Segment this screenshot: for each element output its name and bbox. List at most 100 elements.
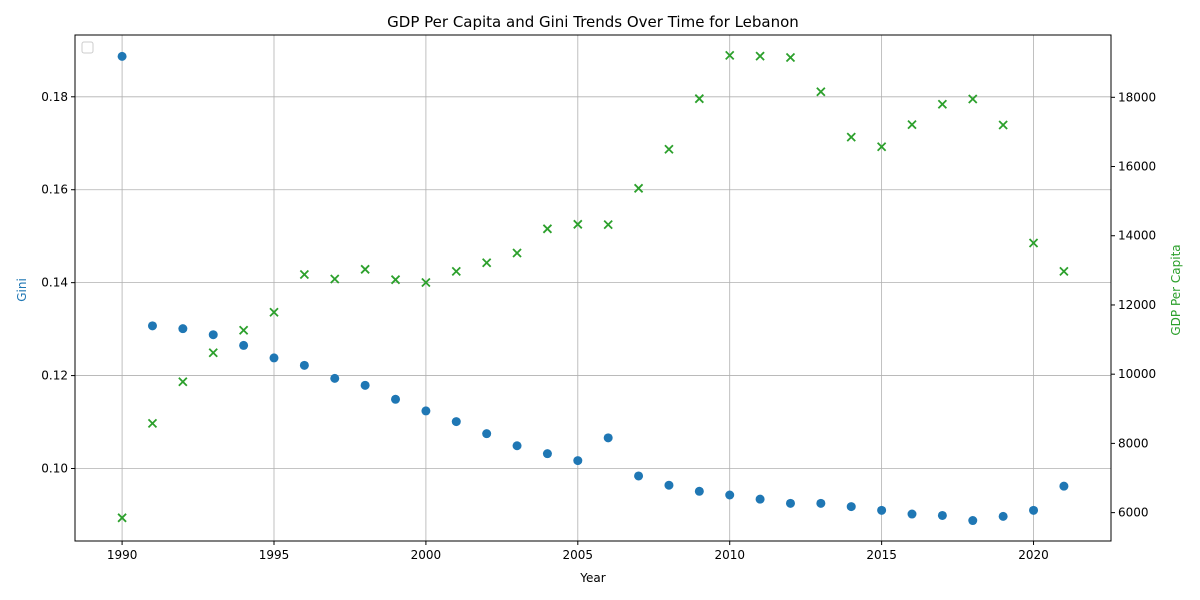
y-right-tick-label: 12000 — [1118, 298, 1156, 312]
gini-point — [269, 353, 279, 363]
y-left-tick-label: 0.14 — [41, 276, 68, 290]
gdp-per-capita-point — [390, 275, 401, 285]
gini-point — [816, 498, 826, 508]
gini-point — [542, 449, 552, 459]
gini-point — [208, 330, 218, 340]
gini-point — [178, 324, 188, 334]
x-tick-label: 2020 — [1018, 548, 1049, 562]
y-right-tick-label: 16000 — [1118, 160, 1156, 174]
gdp-per-capita-point — [542, 224, 553, 234]
gdp-per-capita-point — [1028, 238, 1039, 248]
ticks: 1990 1995 2000 2005 2010 2015 2020 0.10 0.12 0.14… — [41, 90, 1156, 562]
gdp-per-capita-point — [998, 120, 1008, 130]
gdp-per-capita-point — [785, 52, 796, 63]
x-axis-label: Year — [579, 571, 605, 585]
gini-point — [877, 505, 887, 515]
gdp-per-capita-point — [968, 94, 978, 104]
gdp-point-stroke — [1028, 238, 1039, 248]
gdp-per-capita-point — [664, 144, 674, 154]
gdp-per-capita-point — [846, 132, 856, 142]
gdp-per-capita-point — [451, 266, 461, 277]
gini-point — [634, 471, 644, 481]
gdp-point-stroke — [603, 220, 613, 230]
legend — [81, 41, 94, 54]
gdp-point-stroke — [360, 264, 370, 274]
chart-title: GDP Per Capita and Gini Trends Over Time… — [387, 13, 799, 31]
gdp-per-capita-point — [755, 51, 765, 61]
gdp-point-stroke — [968, 94, 978, 104]
gdp-point-stroke — [330, 274, 340, 284]
plot-frame — [74, 34, 1112, 542]
gdp-per-capita-point — [816, 87, 826, 97]
gini-point — [968, 516, 978, 526]
x-tick-label: 2000 — [411, 548, 442, 562]
gdp-point-stroke — [390, 275, 401, 285]
gdp-per-capita-point — [421, 277, 431, 288]
data-marks — [117, 50, 1069, 526]
gdp-per-capita-point — [482, 258, 492, 268]
y-left-tick-label: 0.16 — [41, 183, 68, 197]
gdp-per-capita-point — [876, 142, 887, 152]
gdp-point-stroke — [816, 87, 826, 97]
gini-point — [1059, 481, 1069, 491]
gdp-point-stroke — [178, 377, 188, 387]
gdp-point-stroke — [846, 132, 856, 142]
gdp-point-stroke — [1059, 266, 1069, 277]
gini-point — [694, 486, 704, 496]
gdp-point-stroke — [451, 266, 461, 277]
gini-point — [1029, 505, 1039, 515]
gini-point — [846, 502, 856, 512]
gdp-point-stroke — [269, 307, 279, 317]
gdp-per-capita-point — [117, 513, 127, 523]
gdp-point-stroke — [299, 269, 310, 280]
gini-point — [330, 373, 340, 383]
gini-point — [299, 360, 309, 370]
gdp-point-stroke — [421, 277, 431, 288]
gini-point — [360, 380, 370, 390]
gdp-per-capita-point — [633, 183, 644, 193]
gdp-point-stroke — [633, 183, 644, 193]
x-tick-label: 2005 — [563, 548, 594, 562]
gdp-point-stroke — [755, 51, 765, 61]
gdp-per-capita-point — [603, 220, 613, 230]
y-left-tick-label: 0.12 — [41, 369, 68, 383]
gini-point — [239, 340, 249, 350]
y-left-tick-label: 0.10 — [41, 462, 68, 476]
gdp-point-stroke — [725, 50, 735, 61]
gdp-point-stroke — [694, 94, 704, 104]
gini-point — [785, 498, 795, 508]
gdp-point-stroke — [147, 418, 158, 428]
gdp-point-stroke — [664, 144, 674, 154]
gini-point — [482, 429, 492, 439]
gini-point — [391, 394, 401, 404]
y-right-tick-label: 10000 — [1118, 367, 1156, 381]
gdp-point-stroke — [937, 99, 948, 109]
gdp-per-capita-point — [238, 325, 249, 335]
gini-point — [512, 441, 522, 451]
gini-point — [664, 480, 674, 490]
gini-point — [907, 509, 917, 519]
gini-point — [451, 417, 461, 427]
gdp-per-capita-point — [208, 348, 218, 358]
gdp-per-capita-point — [512, 248, 522, 258]
grid — [75, 35, 1111, 541]
gdp-per-capita-point — [360, 264, 370, 274]
gdp-point-stroke — [998, 120, 1008, 130]
gdp-point-stroke — [482, 258, 492, 268]
gdp-point-stroke — [542, 224, 553, 234]
gini-point — [755, 494, 765, 504]
gdp-point-stroke — [573, 219, 583, 229]
gdp-point-stroke — [785, 52, 796, 63]
gini-point — [147, 321, 157, 331]
gdp-per-capita-point — [147, 418, 158, 428]
y-right-axis-label: GDP Per Capita — [1169, 244, 1183, 335]
gini-point — [725, 490, 735, 500]
gdp-per-capita-point — [907, 120, 917, 130]
y-right-tick-label: 14000 — [1118, 229, 1156, 243]
gdp-per-capita-point — [1059, 266, 1069, 277]
y-left-axis-label: Gini — [15, 278, 29, 302]
y-right-tick-label: 8000 — [1118, 436, 1149, 450]
gdp-per-capita-point — [694, 94, 704, 104]
